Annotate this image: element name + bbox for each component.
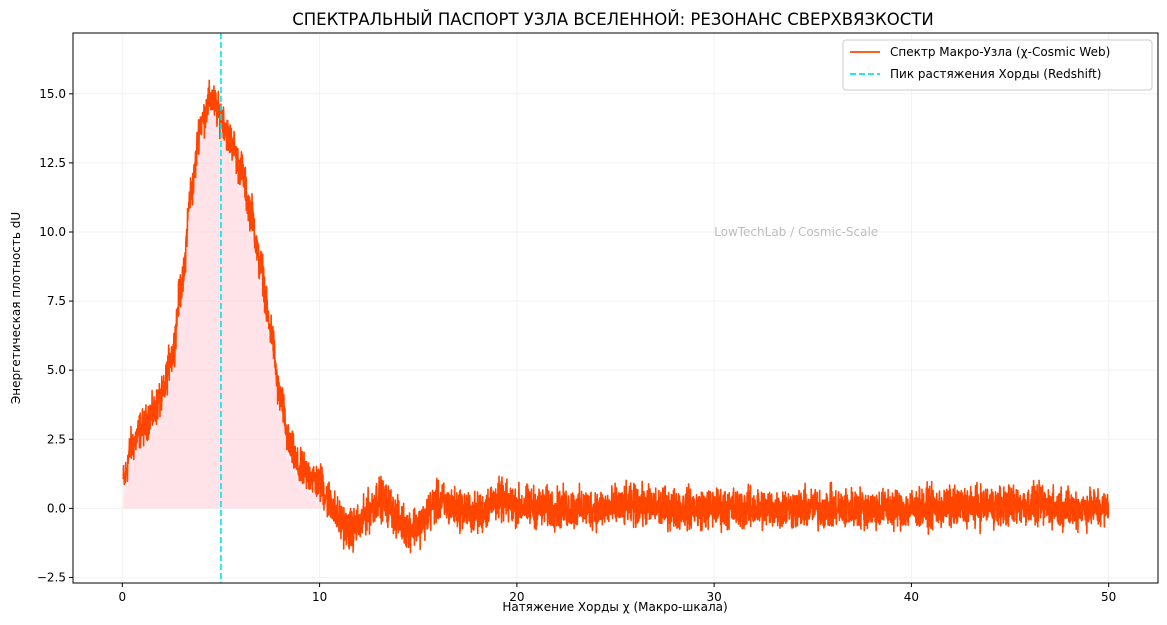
grid-lines [73,33,1158,583]
y-tick-label: −2.5 [37,570,66,584]
axes-frame [72,32,1159,584]
x-axis-label: Натяжение Хорды χ (Макро-шкала) [502,600,727,614]
watermark-annotation: LowTechLab / Cosmic-Scale [714,225,878,239]
x-tick-label: 0 [118,590,126,604]
x-tick-label: 20 [509,590,524,604]
legend-spectrum-label: Спектр Макро-Узла (χ-Cosmic Web) [890,45,1110,59]
legend-redshift-label: Пик растяжения Хорды (Redshift) [890,67,1101,81]
y-tick-label: 7.5 [47,294,66,308]
y-tick-label: 0.0 [47,501,66,515]
y-tick-label: 12.5 [39,156,66,170]
y-tick-label: 15.0 [39,87,66,101]
x-tick-label: 50 [1101,590,1116,604]
x-tick-label: 10 [312,590,327,604]
legend: Спектр Макро-Узла (χ-Cosmic Web) Пик рас… [842,39,1153,91]
y-axis-label: Энергетическая плотность dU [9,212,23,404]
y-axis-ticks: −2.5 0.0 2.5 5.0 7.5 10.0 12.5 15.0 [37,87,73,584]
chart-title: СПЕКТРАЛЬНЫЙ ПАСПОРТ УЗЛА ВСЕЛЕННОЙ: РЕЗ… [292,10,934,29]
x-axis-ticks: 0 10 20 30 40 50 [118,583,1116,604]
legend-box [842,39,1153,91]
x-tick-label: 40 [904,590,919,604]
y-tick-label: 5.0 [47,363,66,377]
y-tick-label: 2.5 [47,432,66,446]
spectrum-line [122,79,1110,554]
y-tick-label: 10.0 [39,225,66,239]
x-tick-label: 30 [706,590,721,604]
plot-area: LowTechLab / Cosmic-Scale 0 10 20 30 40 50 −2… [37,32,1159,604]
